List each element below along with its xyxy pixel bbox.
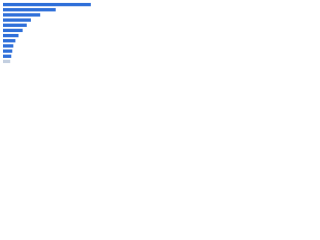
bar [3, 44, 14, 48]
bar [3, 2, 91, 7]
bar [3, 23, 27, 27]
bar [3, 59, 11, 64]
bar [3, 13, 41, 17]
bar [3, 18, 31, 22]
bar [3, 8, 56, 12]
bar [3, 54, 12, 58]
bar [3, 33, 19, 38]
chart [3, 2, 91, 64]
bar [3, 28, 23, 33]
bar [3, 39, 16, 43]
bar [3, 49, 13, 53]
